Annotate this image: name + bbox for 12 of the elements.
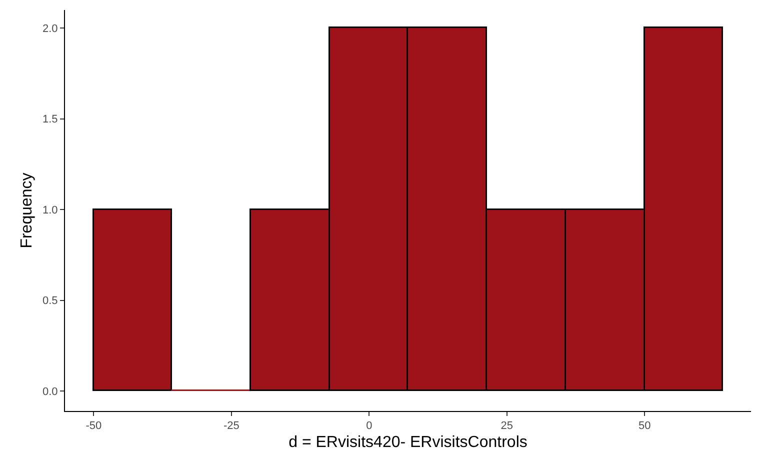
x-axis-title: d = ERvisits420- ERvisitsControls xyxy=(288,434,528,451)
y-tick-label: 0.0 xyxy=(42,386,58,398)
x-tick-label: 25 xyxy=(500,420,514,432)
y-axis-title: Frequency xyxy=(18,172,36,248)
x-tick-label: -25 xyxy=(223,420,240,432)
x-tick-label: 0 xyxy=(366,420,372,432)
x-tick-label: -50 xyxy=(86,420,102,432)
y-tick-label: 1.5 xyxy=(42,114,58,126)
y-tick-label: 0.5 xyxy=(42,295,58,308)
y-tick-label: 2.0 xyxy=(42,22,58,35)
y-tick-label: 1.0 xyxy=(42,204,58,216)
x-tick-label: 50 xyxy=(638,420,651,432)
